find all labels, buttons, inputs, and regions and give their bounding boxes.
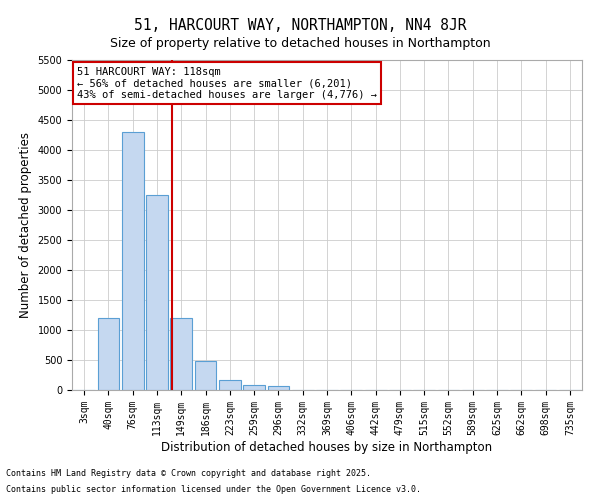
Text: Size of property relative to detached houses in Northampton: Size of property relative to detached ho… [110, 38, 490, 51]
Text: Contains public sector information licensed under the Open Government Licence v3: Contains public sector information licen… [6, 485, 421, 494]
Bar [97, 318, 119, 390]
Bar [219, 380, 241, 390]
Text: Contains HM Land Registry data © Crown copyright and database right 2025.: Contains HM Land Registry data © Crown c… [6, 468, 371, 477]
Bar [122, 132, 143, 390]
X-axis label: Distribution of detached houses by size in Northampton: Distribution of detached houses by size … [161, 440, 493, 454]
Bar [268, 386, 289, 390]
Text: 51, HARCOURT WAY, NORTHAMPTON, NN4 8JR: 51, HARCOURT WAY, NORTHAMPTON, NN4 8JR [134, 18, 466, 32]
Text: 51 HARCOURT WAY: 118sqm
← 56% of detached houses are smaller (6,201)
43% of semi: 51 HARCOURT WAY: 118sqm ← 56% of detache… [77, 66, 377, 100]
Bar [194, 361, 217, 390]
Bar [146, 195, 168, 390]
Y-axis label: Number of detached properties: Number of detached properties [19, 132, 32, 318]
Bar [243, 384, 265, 390]
Bar [170, 318, 192, 390]
